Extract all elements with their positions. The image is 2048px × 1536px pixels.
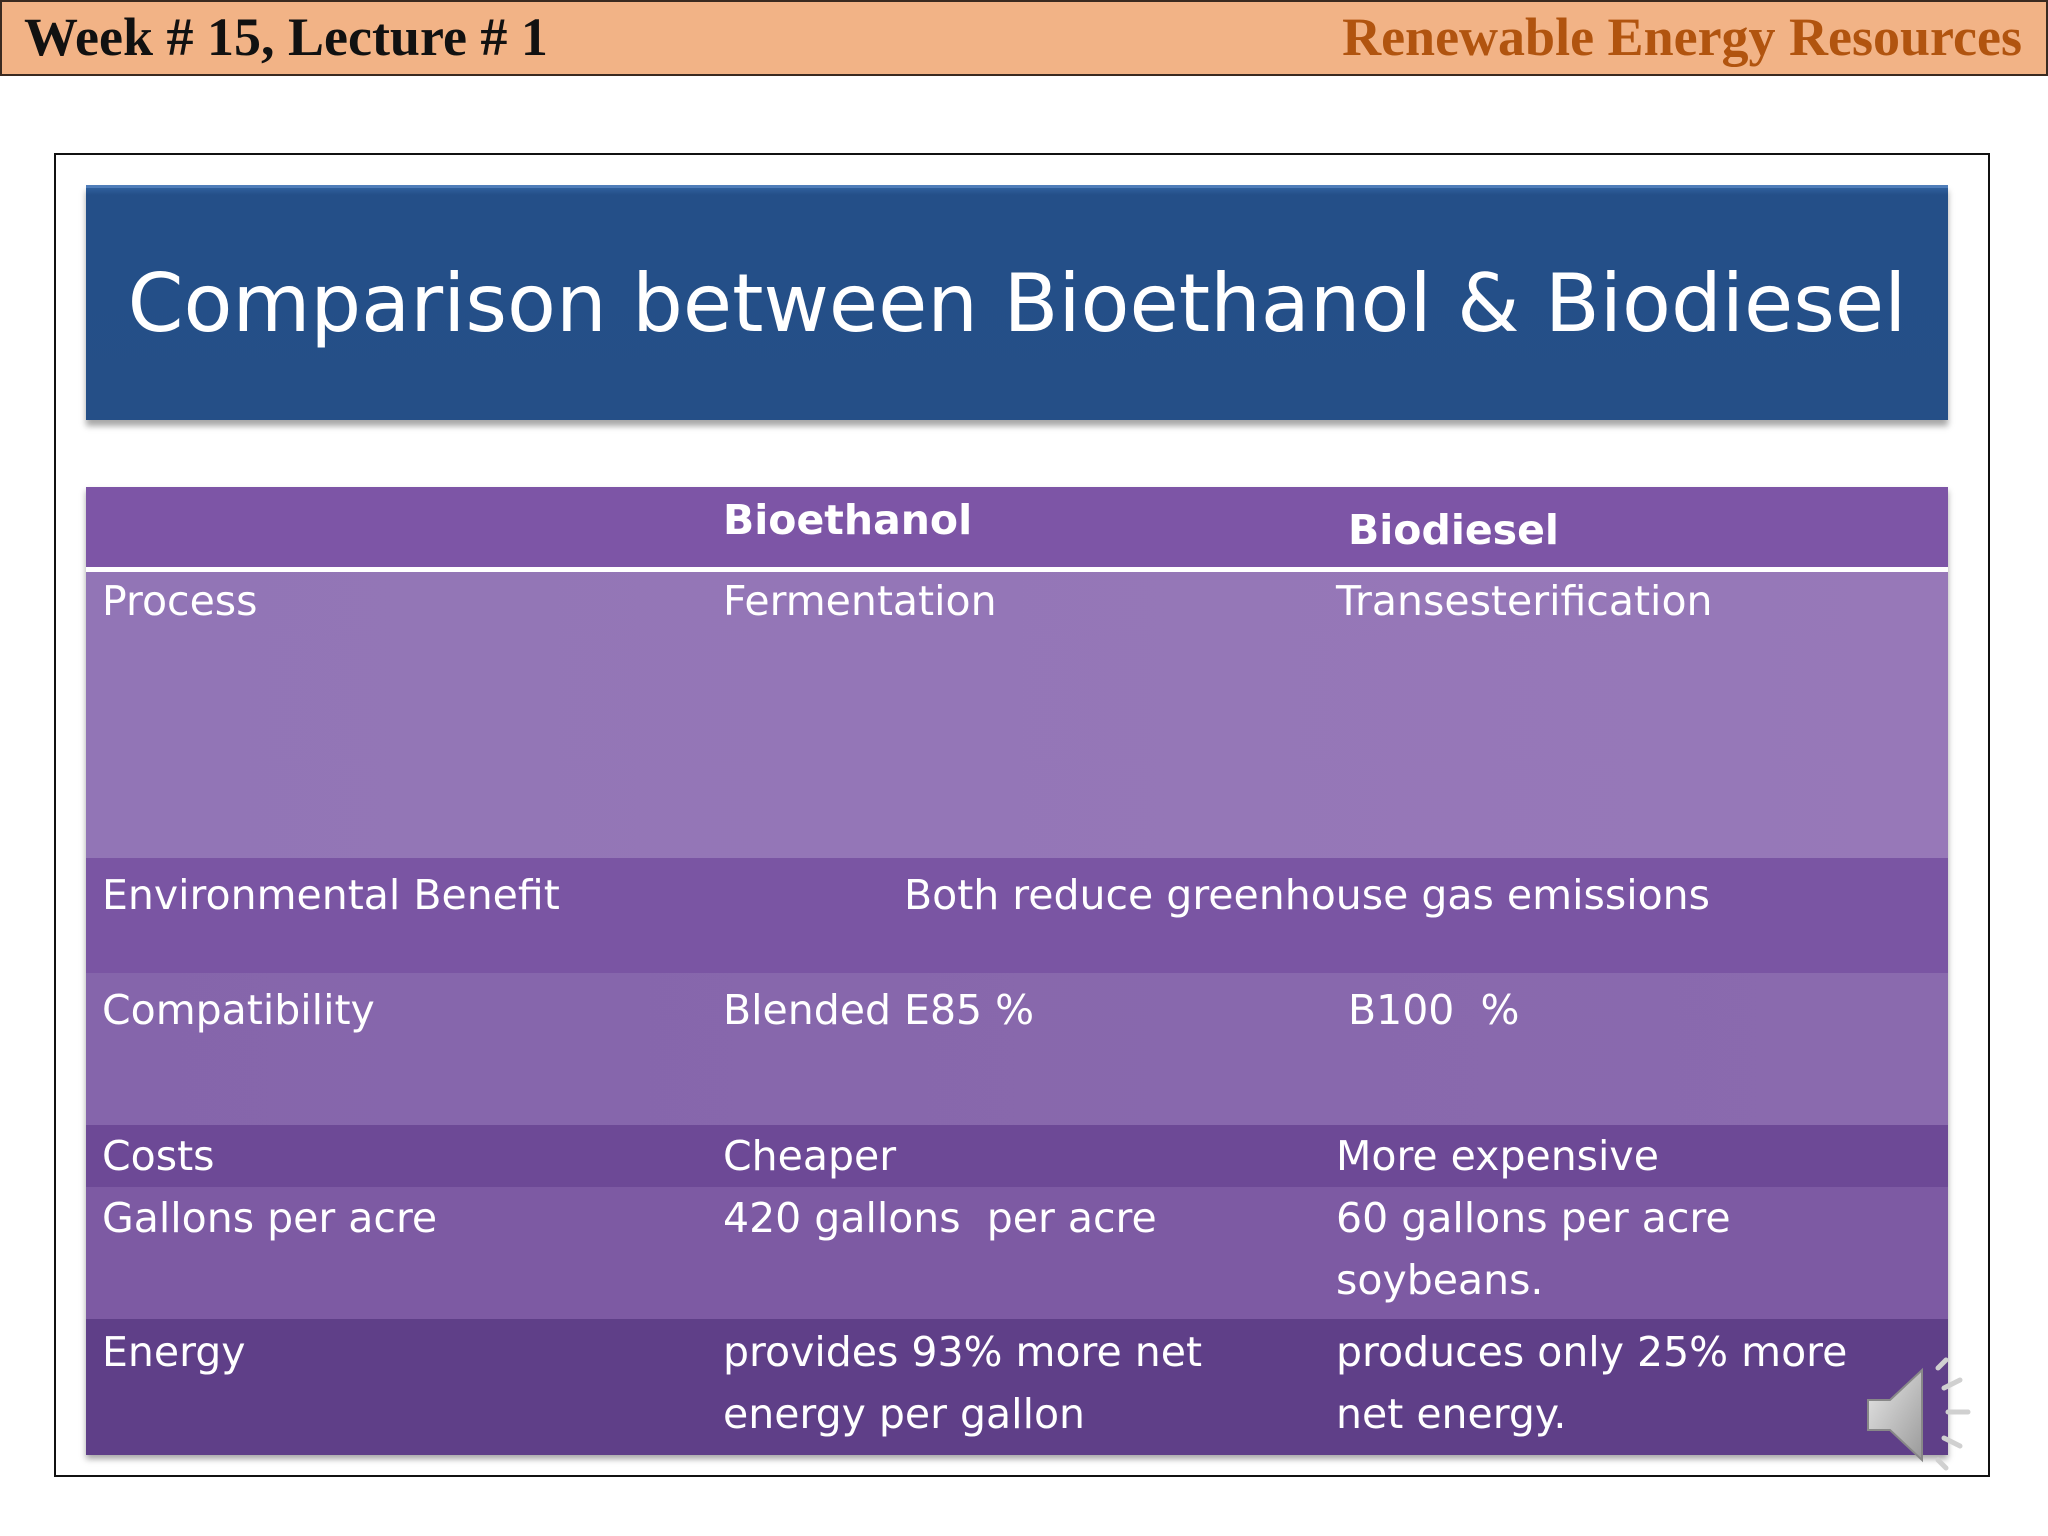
cell-costs-biodiesel: More expensive: [1336, 1132, 1659, 1180]
cell-gallons-biodiesel-line1: 60 gallons per acre: [1336, 1194, 1731, 1242]
cell-gallons-biodiesel-line2: soybeans.: [1336, 1256, 1544, 1304]
cell-energy-biodiesel-line2: net energy.: [1336, 1390, 1567, 1438]
cell-process-bioethanol: Fermentation: [723, 577, 997, 625]
cell-compatibility-bioethanol: Blended E85 %: [723, 986, 1035, 1034]
row-label-process: Process: [102, 577, 258, 625]
cell-energy-bioethanol-line1: provides 93% more net: [723, 1328, 1203, 1376]
lecture-week-label: Week # 15, Lecture # 1: [24, 7, 548, 67]
table-row: Compatibility Blended E85 % B100 %: [86, 973, 1948, 1125]
table-header-row: Bioethanol Biodiesel: [86, 487, 1948, 572]
cell-process-biodiesel: Transesterification: [1336, 577, 1713, 625]
lecture-header: Week # 15, Lecture # 1 Renewable Energy …: [0, 0, 2048, 76]
cell-energy-biodiesel-line1: produces only 25% more: [1336, 1328, 1848, 1376]
table-row: Process Fermentation Transesterification: [86, 572, 1948, 858]
table-row: Gallons per acre 420 gallons per acre 60…: [86, 1187, 1948, 1319]
row-label-energy: Energy: [102, 1328, 246, 1376]
row-label-compatibility: Compatibility: [102, 986, 375, 1034]
slide-title: Comparison between Bioethanol & Biodiese…: [127, 257, 1907, 350]
header-cell-biodiesel: Biodiesel: [1348, 506, 1559, 554]
table-row: Energy provides 93% more net energy per …: [86, 1319, 1948, 1455]
title-banner: Comparison between Bioethanol & Biodiese…: [86, 185, 1948, 420]
cell-environmental-both: Both reduce greenhouse gas emissions: [904, 871, 1711, 919]
speaker-icon[interactable]: [1860, 1348, 1990, 1478]
comparison-table: Bioethanol Biodiesel Process Fermentatio…: [86, 487, 1948, 1455]
row-label-costs: Costs: [102, 1132, 215, 1180]
course-title: Renewable Energy Resources: [1342, 7, 2022, 67]
cell-costs-bioethanol: Cheaper: [723, 1132, 897, 1180]
row-label-gallons: Gallons per acre: [102, 1194, 438, 1242]
table-row: Environmental Benefit Both reduce greenh…: [86, 858, 1948, 973]
slide-frame: Comparison between Bioethanol & Biodiese…: [54, 153, 1990, 1477]
header-cell-bioethanol: Bioethanol: [723, 496, 973, 544]
cell-compatibility-biodiesel: B100 %: [1348, 986, 1520, 1034]
cell-energy-bioethanol-line2: energy per gallon: [723, 1390, 1086, 1438]
cell-gallons-bioethanol: 420 gallons per acre: [723, 1194, 1157, 1242]
row-label-environmental: Environmental Benefit: [102, 871, 560, 919]
table-row: Costs Cheaper More expensive: [86, 1125, 1948, 1187]
